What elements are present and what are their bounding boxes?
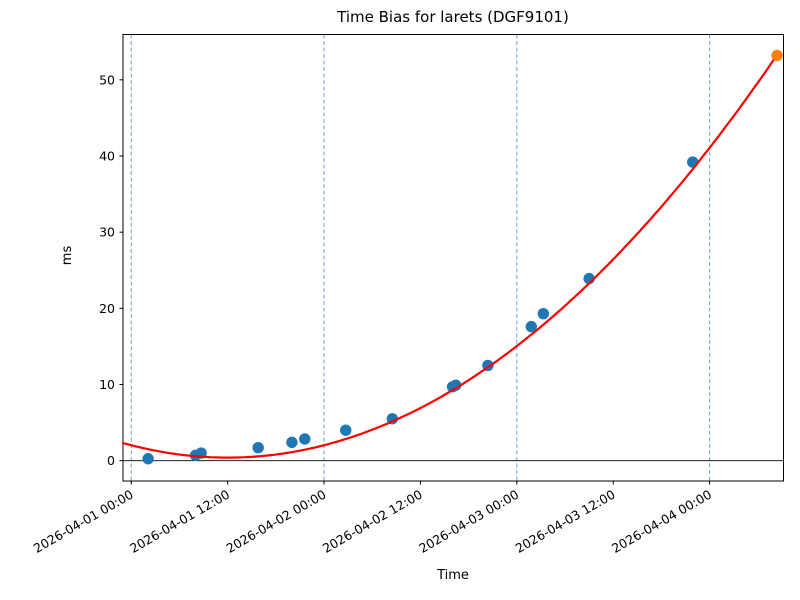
y-axis-label: ms — [60, 245, 76, 266]
data-point — [450, 379, 462, 391]
y-tick-label: 20 — [99, 301, 115, 316]
data-point — [687, 156, 699, 168]
x-tick-label: 2026-04-03 12:00 — [513, 487, 618, 556]
x-tick-label: 2026-04-02 00:00 — [224, 487, 329, 556]
y-tick-label: 50 — [99, 72, 115, 87]
x-tick-label: 2026-04-01 12:00 — [127, 487, 232, 556]
data-point — [252, 442, 264, 454]
y-tick-label: 10 — [99, 377, 115, 392]
axes-frame — [122, 34, 784, 482]
x-tick-label: 2026-04-04 00:00 — [609, 487, 714, 556]
data-point — [537, 307, 550, 320]
data-point — [142, 453, 154, 465]
y-tick-label: 0 — [107, 453, 115, 468]
chart-title: Time Bias for larets (DGF9101) — [337, 8, 569, 26]
predicted-point — [771, 49, 783, 62]
x-axis-label: Time — [437, 568, 469, 583]
fit-curve — [121, 53, 779, 459]
data-point — [286, 436, 298, 449]
data-point — [299, 433, 311, 445]
x-tick-label: 2026-04-02 12:00 — [320, 487, 425, 556]
y-tick-label: 40 — [99, 148, 115, 163]
x-tick-label: 2026-04-01 00:00 — [31, 487, 136, 556]
y-tick-label: 30 — [99, 225, 115, 240]
data-point — [525, 320, 537, 333]
x-tick-label: 2026-04-03 00:00 — [416, 487, 521, 556]
data-point — [340, 424, 352, 436]
